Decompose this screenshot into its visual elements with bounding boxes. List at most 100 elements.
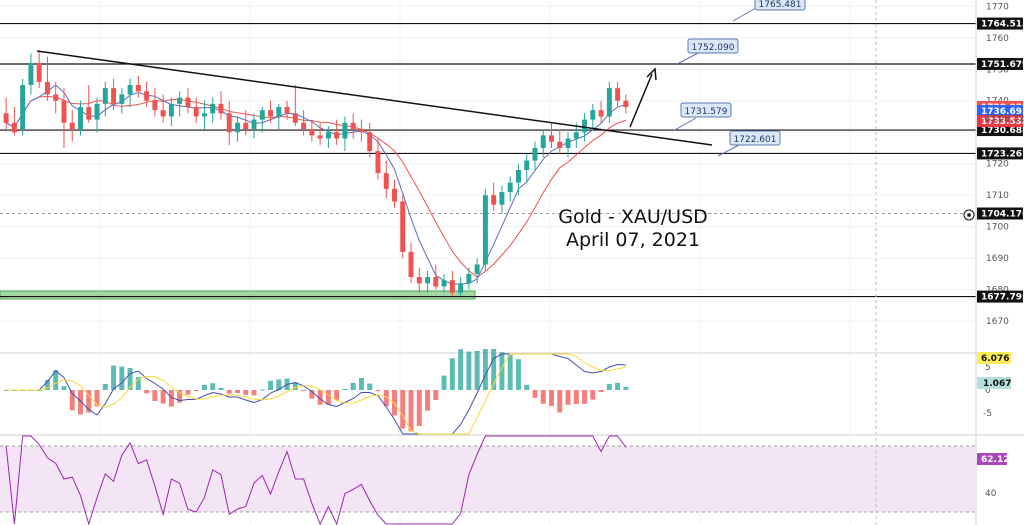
callout-label: 1765.481 xyxy=(759,0,802,10)
candle-body xyxy=(515,170,521,183)
macd-axis-label: 0 xyxy=(985,386,991,396)
macd-bar xyxy=(177,390,183,403)
macd-bar xyxy=(358,378,364,390)
candle-body xyxy=(226,113,232,133)
candle-body xyxy=(276,107,282,117)
macd-bar xyxy=(499,352,505,390)
candle-body xyxy=(210,103,216,114)
candle-body xyxy=(119,94,125,104)
candle-body xyxy=(499,192,505,205)
callout-label: 1722.601 xyxy=(734,135,777,145)
candle-body xyxy=(482,195,488,265)
macd-tag-macd: 6.076 xyxy=(977,352,1011,364)
macd-bar xyxy=(557,390,563,413)
candle-body xyxy=(20,85,26,130)
candle-body xyxy=(78,107,83,130)
macd-bar xyxy=(383,390,389,407)
candle-body xyxy=(317,135,323,139)
candle-body xyxy=(218,103,224,114)
callout-3: 1731.579 xyxy=(672,102,732,132)
candle-body xyxy=(400,201,406,252)
candle-body xyxy=(334,132,340,139)
candle-body xyxy=(623,100,629,108)
macd-bar xyxy=(342,389,348,390)
price-tag-label: 1733.533 xyxy=(981,117,1024,127)
rsi-axis-label: 40 xyxy=(985,489,997,499)
level-tag-label: 1751.679 xyxy=(981,60,1024,70)
candle-body xyxy=(392,188,397,202)
y-tick-label: 1760 xyxy=(986,34,1009,44)
macd-bar xyxy=(160,390,166,404)
macd-histogram xyxy=(3,349,629,432)
candle-body xyxy=(301,122,307,130)
macd-bar xyxy=(69,390,75,411)
candle-body xyxy=(243,122,249,130)
price-tag-bg xyxy=(977,105,1023,118)
macd-bar xyxy=(127,368,133,390)
crosshair-dot xyxy=(967,213,971,217)
candle-body xyxy=(615,88,621,101)
macd-bar xyxy=(441,375,447,390)
candle-body xyxy=(524,160,530,170)
macd-bar xyxy=(218,387,224,390)
macd-bar xyxy=(301,390,307,391)
macd-bar xyxy=(235,390,240,393)
macd-bar xyxy=(61,386,67,390)
macd-bar xyxy=(135,377,141,390)
candle-body xyxy=(292,113,298,123)
y-tick-label: 1670 xyxy=(986,317,1009,327)
macd-bar xyxy=(259,389,265,391)
y-tick-label: 1710 xyxy=(986,191,1009,201)
macd-bar xyxy=(425,390,431,411)
macd-bar xyxy=(86,390,92,413)
macd-bar xyxy=(507,355,513,390)
candle-body xyxy=(342,122,348,139)
macd-bar xyxy=(582,390,588,404)
candle-body xyxy=(458,283,464,293)
candle-body xyxy=(383,173,389,189)
candle-body xyxy=(3,113,9,123)
macd-bar xyxy=(3,390,9,391)
candle-body xyxy=(144,91,150,101)
macd-bar xyxy=(350,382,356,390)
macd-bar xyxy=(540,390,546,404)
candle-body xyxy=(474,264,480,274)
macd-bar xyxy=(193,390,199,391)
candle-body xyxy=(44,81,50,95)
callout-4: 1722.601 xyxy=(717,130,781,157)
candle-body xyxy=(160,110,166,117)
macd-bar xyxy=(111,365,117,390)
macd-bar xyxy=(185,390,191,395)
macd-bar xyxy=(515,359,521,390)
price-tag-label: 1736.695 xyxy=(981,107,1024,117)
y-tick-label: 1690 xyxy=(986,254,1009,264)
level-tag-bg xyxy=(977,17,1023,30)
candle-body xyxy=(36,62,42,82)
macd-bar xyxy=(491,349,497,390)
candles xyxy=(3,50,629,296)
candle-body xyxy=(606,88,612,117)
macd-bar xyxy=(433,390,439,400)
level-tag-bg xyxy=(977,147,1023,160)
rsi-tag: 62.12 xyxy=(977,453,1009,465)
candle-body xyxy=(185,97,191,108)
candle-body xyxy=(549,135,554,142)
macd-bar xyxy=(590,390,596,400)
macd-bar xyxy=(532,390,538,398)
candle-body xyxy=(268,110,274,117)
candle-body xyxy=(325,132,331,139)
candle-body xyxy=(408,251,414,278)
price-tag-bg xyxy=(977,115,1023,128)
macd-bar xyxy=(549,390,554,406)
macd-bar xyxy=(606,384,612,390)
callout-label: 1731.579 xyxy=(685,107,728,117)
support-zone xyxy=(0,290,476,300)
candle-body xyxy=(127,85,133,95)
macd-bar xyxy=(334,390,340,400)
macd-tag-hist: 1.067 xyxy=(977,377,1011,389)
candle-body xyxy=(152,100,158,111)
macd-axis-label: 5 xyxy=(985,363,991,373)
macd-bar xyxy=(251,390,257,396)
